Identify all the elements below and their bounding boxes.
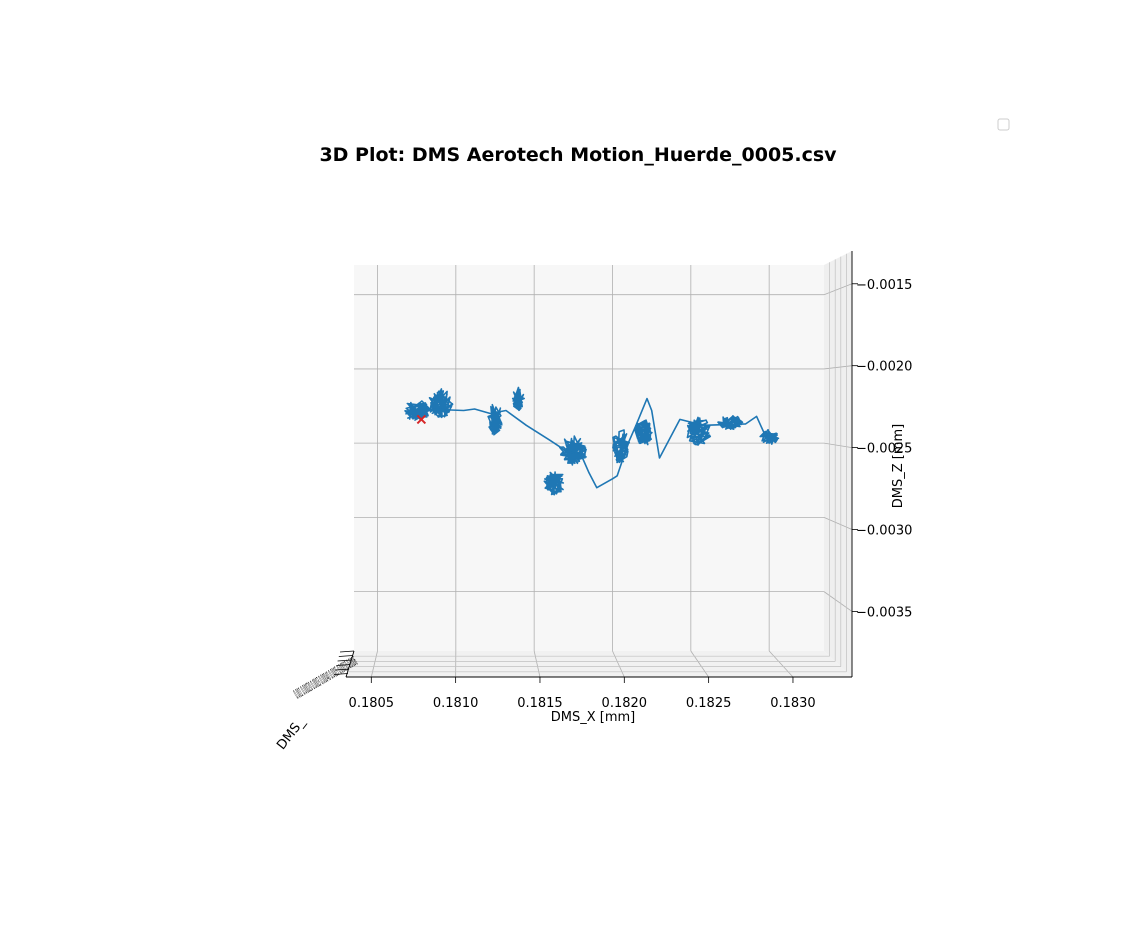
z-side-gridline (823, 517, 853, 530)
motion-cluster (543, 471, 565, 496)
motion-cluster (634, 419, 653, 446)
x-floor-gridline (612, 650, 625, 678)
x-floor-gridline (533, 650, 541, 678)
x-tick-label: 0.1810 (433, 696, 479, 711)
z-tick-label: −0.0025 (856, 442, 912, 457)
y-tick-mark (338, 655, 353, 657)
x-axis-ticks: 0.1805 0.1810 0.1815 0.1820 0.1825 0.1830 (349, 696, 816, 711)
motion-path (424, 397, 767, 489)
x-tick-label: 0.1830 (770, 696, 816, 711)
z-tick-label: −0.0015 (856, 278, 912, 293)
start-marker (416, 414, 427, 425)
back-pane (354, 265, 824, 651)
x-floor-gridline (768, 650, 794, 678)
z-side-gridline (823, 283, 853, 296)
z-tick-label: −0.0030 (856, 524, 912, 539)
y-tick-mark (333, 673, 349, 675)
x-tick-label: 0.1815 (517, 696, 563, 711)
z-side-gridline (823, 591, 853, 612)
x-floor-gridline (370, 650, 378, 678)
motion-cluster (686, 416, 712, 446)
motion-cluster (404, 400, 431, 421)
x-axis-label: DMS_X [mm] (551, 710, 636, 725)
chart-title: 3D Plot: DMS Aerotech Motion_Huerde_0005… (319, 144, 837, 166)
legend-box (997, 118, 1010, 131)
y-axis-label: DMS_ (274, 715, 308, 753)
y-tick-mark (335, 668, 350, 671)
x-tick-label: 0.1820 (602, 696, 648, 711)
floor-pane (346, 651, 852, 677)
x-tick-label: 0.1805 (349, 696, 395, 711)
y-tick-mark (339, 650, 355, 653)
x-floor-gridline (690, 650, 709, 678)
motion-cluster (487, 403, 503, 436)
z-tick-label: −0.0020 (856, 360, 912, 375)
z-side-gridline (823, 365, 853, 370)
x-tick-label: 0.1825 (686, 696, 732, 711)
motion-cluster (511, 386, 525, 412)
data-series (404, 386, 780, 496)
motion-cluster (612, 429, 631, 464)
side-pane (824, 251, 852, 677)
motion-cluster (558, 435, 587, 466)
y-tick-mark (337, 659, 352, 662)
motion-cluster (759, 429, 780, 445)
z-axis-label: DMS_Z [mm] (891, 424, 906, 509)
z-side-gridline (823, 442, 853, 449)
pane-edges (345, 251, 853, 683)
z-axis-ticks: −0.0015 −0.0020 −0.0025 −0.0030 −0.0035 (852, 278, 912, 620)
y-tick-mark (336, 664, 351, 666)
z-tick-label: −0.0035 (856, 605, 912, 620)
